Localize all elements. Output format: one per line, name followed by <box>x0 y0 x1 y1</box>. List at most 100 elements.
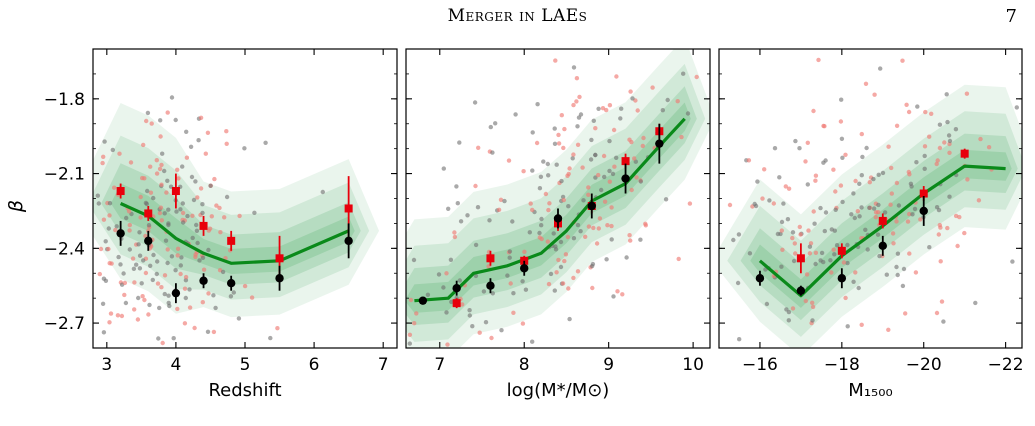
x-axis-label: Redshift <box>208 380 281 401</box>
background-point-red <box>609 223 614 229</box>
background-point-red <box>797 224 802 230</box>
background-point-red <box>184 155 190 160</box>
background-point-grey <box>490 291 495 296</box>
background-point-red <box>201 267 207 272</box>
background-point-red <box>929 111 934 117</box>
background-point-grey <box>169 254 175 259</box>
background-point-grey <box>575 124 580 129</box>
background-point-grey <box>454 184 459 189</box>
background-point-red <box>957 214 962 220</box>
data-point-red-square <box>275 254 284 263</box>
background-point-grey <box>833 207 838 212</box>
background-point-red <box>546 281 552 287</box>
background-point-grey <box>558 239 564 245</box>
background-point-red <box>122 292 127 298</box>
background-point-red <box>900 58 905 63</box>
data-point-black-circle <box>655 139 664 148</box>
background-point-red <box>805 140 810 145</box>
background-point-grey <box>151 252 156 258</box>
background-point-red <box>157 210 163 216</box>
background-point-grey <box>162 291 167 297</box>
background-point-red <box>214 203 219 208</box>
background-point-red <box>629 187 634 193</box>
background-point-grey <box>488 124 493 130</box>
background-point-grey <box>878 66 883 71</box>
background-point-grey <box>781 201 786 206</box>
background-point-grey <box>867 205 872 210</box>
background-point-grey <box>196 138 201 143</box>
data-point-red-square <box>144 209 153 218</box>
background-point-grey <box>537 230 542 236</box>
background-point-red <box>855 209 860 214</box>
background-point-grey <box>481 289 487 294</box>
background-point-grey <box>446 206 451 211</box>
background-point-red <box>771 201 776 206</box>
background-point-red <box>107 320 112 325</box>
data-point-black-circle <box>116 229 125 238</box>
density-contour-4 <box>110 183 355 275</box>
background-point-red <box>889 165 894 171</box>
background-point-red <box>937 145 943 151</box>
data-point-red-square <box>344 204 353 213</box>
background-point-grey <box>578 229 583 234</box>
background-point-red <box>577 94 582 100</box>
background-point-grey <box>566 204 571 209</box>
background-point-grey <box>134 262 139 267</box>
data-point-red-square <box>919 189 928 198</box>
background-point-red <box>543 191 549 197</box>
background-point-red <box>187 305 193 310</box>
background-point-red <box>565 173 570 178</box>
background-point-red <box>679 134 684 140</box>
background-point-grey <box>123 300 129 306</box>
background-point-grey <box>546 173 551 178</box>
background-point-grey <box>947 138 953 144</box>
background-point-grey <box>845 260 850 266</box>
background-point-grey <box>158 118 163 123</box>
x-tick-label: 9 <box>603 355 614 375</box>
background-point-red <box>567 166 572 171</box>
background-point-grey <box>147 302 152 308</box>
background-point-red <box>597 216 603 221</box>
background-point-red <box>841 260 847 265</box>
background-point-grey <box>162 211 167 216</box>
background-point-grey <box>685 111 691 116</box>
background-point-grey <box>860 154 865 160</box>
background-point-red <box>158 205 164 210</box>
background-point-grey <box>619 106 624 111</box>
background-point-grey <box>407 341 412 346</box>
background-point-grey <box>185 213 190 219</box>
background-point-grey <box>777 175 782 180</box>
background-point-red <box>574 99 579 104</box>
data-point-black-circle <box>418 296 428 305</box>
background-point-red <box>571 275 576 281</box>
background-point-grey <box>812 221 817 226</box>
background-point-grey <box>513 112 518 117</box>
background-point-grey <box>859 205 864 210</box>
background-point-red <box>554 270 559 275</box>
background-point-grey <box>840 155 845 160</box>
background-point-grey <box>731 237 736 243</box>
background-point-grey <box>205 329 211 334</box>
background-point-red <box>164 190 169 195</box>
background-point-red <box>561 197 566 203</box>
background-point-red <box>496 207 502 212</box>
running-title: Merger in LAEs <box>447 6 588 26</box>
background-point-red <box>635 108 640 113</box>
background-point-grey <box>813 261 818 267</box>
background-point-grey <box>458 219 464 224</box>
background-point-red <box>615 289 620 294</box>
background-point-grey <box>114 224 119 229</box>
background-point-grey <box>578 112 584 117</box>
background-point-grey <box>681 71 686 76</box>
background-point-red <box>803 298 808 304</box>
background-point-red <box>913 270 919 275</box>
background-point-grey <box>137 253 143 258</box>
background-point-red <box>888 202 893 207</box>
background-point-grey <box>591 118 596 124</box>
background-point-grey <box>493 121 498 126</box>
background-point-grey <box>805 182 810 187</box>
background-point-grey <box>502 198 507 204</box>
background-point-red <box>604 107 609 113</box>
background-point-grey <box>602 174 607 180</box>
background-point-red <box>135 317 141 322</box>
